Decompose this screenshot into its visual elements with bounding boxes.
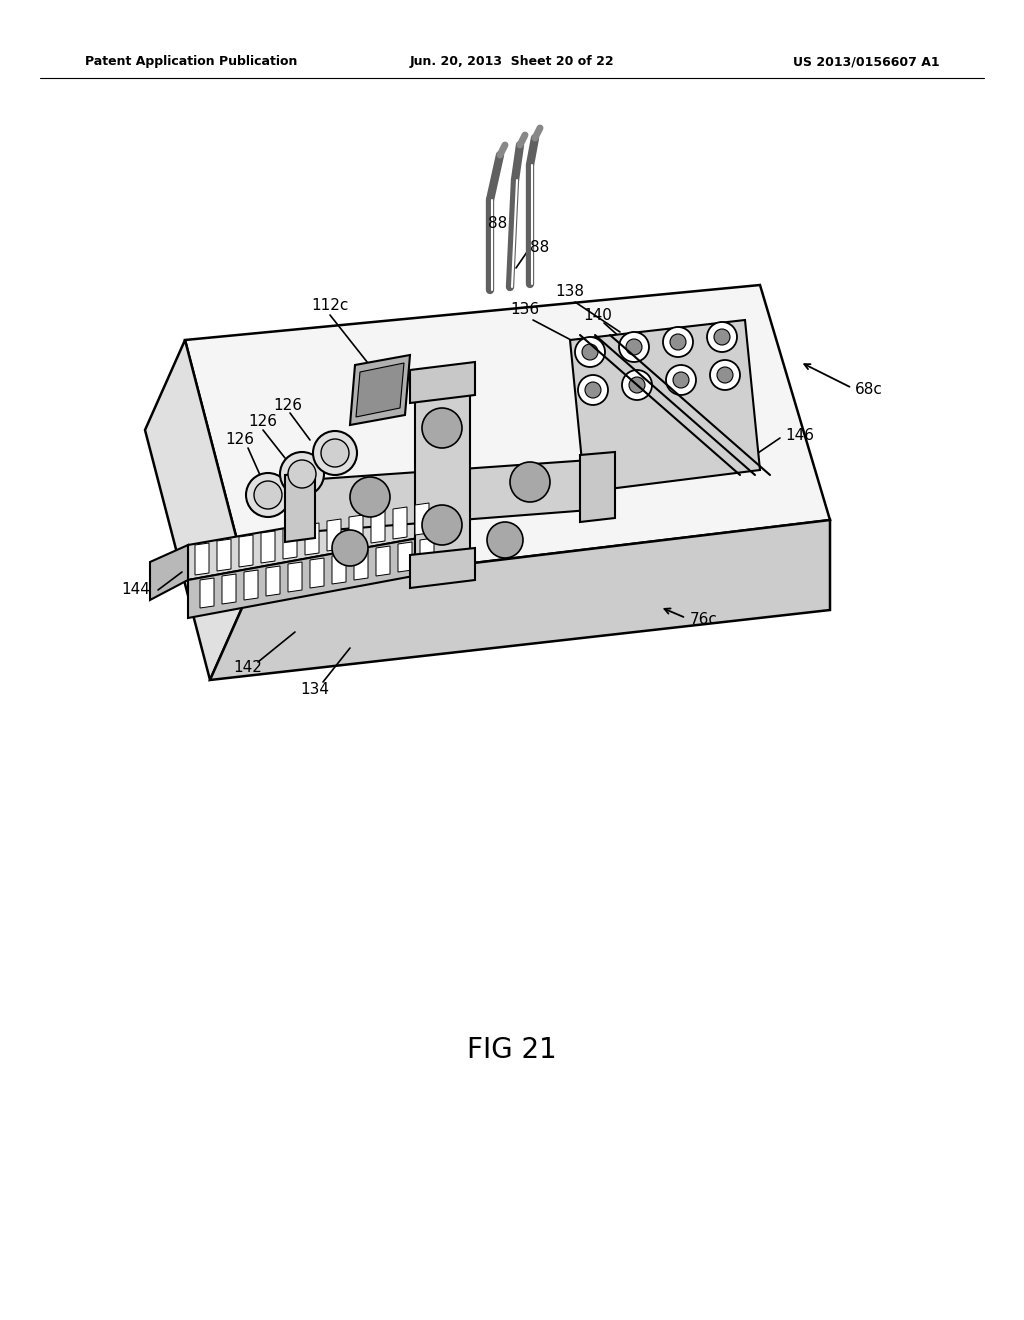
Text: 88: 88 (488, 215, 507, 231)
Circle shape (673, 372, 689, 388)
Polygon shape (376, 546, 390, 576)
Text: 126: 126 (249, 414, 278, 429)
Circle shape (622, 370, 652, 400)
Circle shape (710, 360, 740, 389)
Polygon shape (185, 285, 830, 590)
Text: Jun. 20, 2013  Sheet 20 of 22: Jun. 20, 2013 Sheet 20 of 22 (410, 55, 614, 69)
Circle shape (321, 440, 349, 467)
Polygon shape (350, 355, 410, 425)
Text: 134: 134 (300, 682, 330, 697)
Text: Patent Application Publication: Patent Application Publication (85, 55, 297, 69)
Polygon shape (354, 550, 368, 579)
Polygon shape (356, 363, 404, 417)
Text: 68c: 68c (855, 383, 883, 397)
Circle shape (422, 506, 462, 545)
Circle shape (350, 477, 390, 517)
Text: 146: 146 (785, 428, 814, 442)
Circle shape (585, 381, 601, 399)
Circle shape (575, 337, 605, 367)
Text: FIG 21: FIG 21 (467, 1036, 557, 1064)
Polygon shape (239, 535, 253, 568)
Polygon shape (285, 473, 315, 543)
Polygon shape (371, 511, 385, 543)
Polygon shape (200, 578, 214, 609)
Circle shape (717, 367, 733, 383)
Polygon shape (332, 554, 346, 583)
Polygon shape (188, 535, 435, 618)
Circle shape (246, 473, 290, 517)
Polygon shape (222, 574, 236, 605)
Circle shape (629, 378, 645, 393)
Polygon shape (310, 558, 324, 587)
Circle shape (618, 333, 649, 362)
Text: 144: 144 (121, 582, 150, 598)
Polygon shape (410, 362, 475, 403)
Polygon shape (420, 539, 434, 568)
Polygon shape (261, 531, 275, 564)
Polygon shape (210, 520, 830, 680)
Circle shape (332, 531, 368, 566)
Text: 126: 126 (225, 433, 255, 447)
Text: 76c: 76c (690, 612, 718, 627)
Text: 126: 126 (273, 397, 302, 412)
Polygon shape (410, 548, 475, 587)
Polygon shape (266, 566, 280, 597)
Circle shape (487, 521, 523, 558)
Circle shape (510, 462, 550, 502)
Circle shape (663, 327, 693, 356)
Text: US 2013/0156607 A1: US 2013/0156607 A1 (794, 55, 940, 69)
Polygon shape (327, 519, 341, 550)
Polygon shape (145, 341, 250, 680)
Circle shape (670, 334, 686, 350)
Circle shape (578, 375, 608, 405)
Polygon shape (244, 570, 258, 601)
Text: 112c: 112c (311, 297, 349, 313)
Polygon shape (415, 503, 429, 535)
Circle shape (626, 339, 642, 355)
Polygon shape (188, 502, 435, 579)
Circle shape (714, 329, 730, 345)
Text: 88: 88 (530, 240, 549, 256)
Polygon shape (393, 507, 407, 539)
Polygon shape (570, 319, 760, 492)
Polygon shape (349, 515, 362, 546)
Polygon shape (288, 562, 302, 591)
Polygon shape (305, 523, 319, 554)
Circle shape (707, 322, 737, 352)
Polygon shape (195, 543, 209, 576)
Circle shape (254, 480, 282, 510)
Polygon shape (217, 539, 231, 572)
Circle shape (582, 345, 598, 360)
Polygon shape (580, 451, 615, 521)
Polygon shape (398, 543, 412, 572)
Text: 140: 140 (584, 308, 612, 322)
Circle shape (288, 459, 316, 488)
Polygon shape (283, 527, 297, 558)
Circle shape (280, 451, 324, 496)
Circle shape (313, 432, 357, 475)
Circle shape (422, 408, 462, 447)
Text: 138: 138 (555, 285, 585, 300)
Circle shape (666, 366, 696, 395)
Text: 136: 136 (510, 302, 540, 318)
Polygon shape (150, 545, 188, 601)
Text: 142: 142 (233, 660, 262, 676)
Polygon shape (305, 459, 590, 532)
Polygon shape (415, 383, 470, 573)
